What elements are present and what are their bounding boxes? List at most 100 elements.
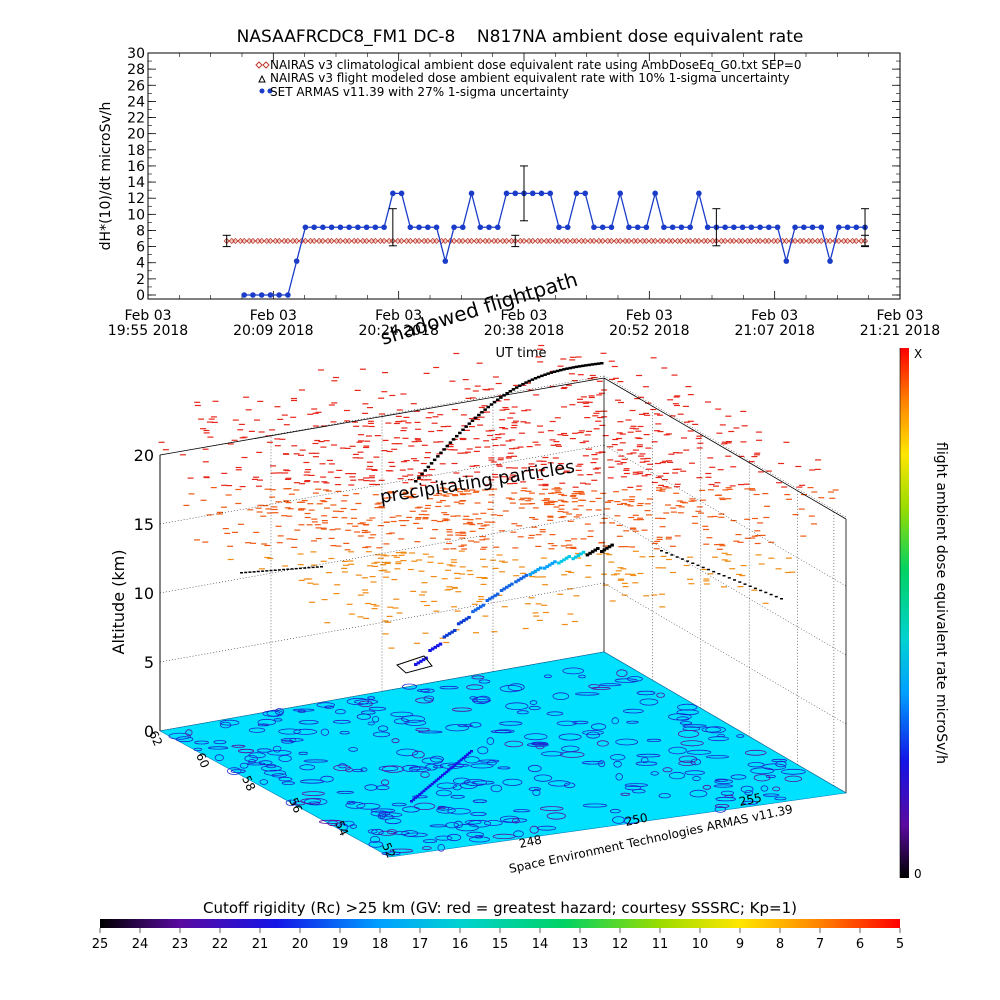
- rigidity-tick-label: 21: [252, 937, 269, 952]
- rigidity-contour: [578, 674, 586, 679]
- legend-entry-nairas-flight: NAIRAS v3 flight modeled dose ambient eq…: [258, 71, 790, 85]
- rigidity-contour: [338, 763, 348, 769]
- flight-track-point: [571, 557, 575, 561]
- flight-track-point: [473, 608, 478, 612]
- nairas-point: [354, 237, 361, 245]
- y-tick-label: 26: [127, 78, 145, 94]
- wall-track-point: [759, 589, 763, 592]
- rigidity-contour: [678, 760, 696, 766]
- armas-point: [398, 190, 405, 197]
- flight-track-point: [510, 582, 514, 586]
- floor-track-point: [461, 756, 465, 760]
- rigidity-contour: [297, 709, 306, 713]
- armas-point: [591, 224, 597, 231]
- rigidity-contour: [299, 764, 316, 771]
- flight-track-point: [476, 606, 480, 610]
- armas-point: [433, 224, 440, 231]
- wall-track-point: [256, 570, 260, 573]
- rigidity-contour: [582, 730, 604, 736]
- armas-point: [337, 224, 344, 231]
- rigidity-contour: [690, 758, 702, 766]
- rigidity-contour: [371, 715, 380, 723]
- rigidity-contour: [705, 726, 726, 734]
- flight-track-point: [574, 555, 578, 559]
- shadow-track-point: [477, 413, 481, 417]
- latitude-tick-label: 62: [146, 729, 165, 749]
- nairas-point: [643, 237, 650, 245]
- nairas-point: [757, 237, 764, 245]
- rigidity-contour: [367, 721, 375, 726]
- floor-track-point: [414, 796, 418, 800]
- shadow-track-point: [527, 379, 531, 383]
- dose-y-label: dH*(10)/dt microSv/h: [98, 102, 114, 251]
- flight-track-point: [421, 658, 426, 662]
- nairas-point: [608, 237, 615, 245]
- rigidity-contour: [596, 740, 609, 747]
- floor-track-point: [432, 781, 436, 784]
- nairas-point: [433, 237, 440, 245]
- rigidity-contour: [623, 708, 644, 714]
- floor-track-point: [412, 798, 416, 801]
- armas-point: [678, 224, 685, 231]
- armas-point: [722, 224, 728, 231]
- shadow-track-point: [455, 434, 459, 438]
- dose-colorbar-label: flight ambient dose equivalent rate micr…: [933, 442, 949, 764]
- flight-track-point: [485, 599, 489, 602]
- rigidity-contour: [435, 835, 453, 841]
- flight-track-point: [481, 603, 486, 607]
- floor-track-point: [410, 800, 413, 803]
- flight-track-point: [447, 632, 452, 636]
- armas-point: [407, 224, 414, 231]
- shadow-track-point: [577, 365, 582, 368]
- shadow-track-point: [518, 384, 522, 387]
- altitude-tick-label: 15: [134, 515, 154, 534]
- wall-track-point: [764, 591, 768, 594]
- nairas-point: [328, 237, 335, 245]
- wall-track-point: [307, 566, 311, 569]
- rigidity-contour: [686, 749, 712, 755]
- rigidity-contour: [470, 763, 494, 769]
- nairas-point: [337, 237, 344, 245]
- flight-track-point: [545, 565, 549, 569]
- flight-track-point: [559, 559, 564, 563]
- armas-point: [241, 292, 247, 298]
- rigidity-contour: [531, 741, 549, 746]
- flight-track-point: [528, 572, 532, 576]
- rigidity-contour: [368, 706, 387, 711]
- legend-triangle-marker: [258, 74, 266, 83]
- wall-track-point: [686, 560, 690, 562]
- flight-track-point: [433, 645, 437, 649]
- rigidity-contour: [257, 718, 276, 726]
- rigidity-contour: [502, 778, 523, 786]
- rigidity-contour: [680, 740, 704, 747]
- legend-entry-nairas-climatological: NAIRAS v3 climatological ambient dose eq…: [255, 58, 802, 72]
- wall-track-point: [753, 587, 757, 590]
- rigidity-contour: [705, 755, 730, 759]
- rigidity-contour: [303, 759, 329, 763]
- x-tick-date-label: Feb 03: [375, 308, 422, 324]
- rigidity-contour: [478, 759, 500, 763]
- rigidity-contour: [193, 747, 203, 752]
- rigidity-contour: [391, 802, 407, 807]
- wall-track-point: [665, 552, 669, 554]
- y-tick-label: 0: [136, 288, 145, 304]
- x-tick-time-label: 20:09 2018: [233, 323, 313, 339]
- armas-point: [293, 258, 300, 264]
- armas-point: [302, 224, 309, 231]
- shadow-track-point: [461, 428, 465, 431]
- nairas-point: [276, 237, 283, 245]
- wall-track-point: [733, 579, 736, 581]
- nairas-point: [599, 237, 606, 245]
- nairas-point: [232, 237, 239, 245]
- rigidity-contour: [532, 788, 541, 797]
- armas-point: [250, 292, 256, 298]
- nairas-point: [529, 237, 536, 245]
- flight-track-point: [479, 605, 483, 609]
- floor-track-point: [443, 772, 447, 775]
- shadow-track-point: [417, 476, 421, 479]
- rigidity-contour: [278, 755, 292, 763]
- flight-track-point: [516, 578, 521, 582]
- rigidity-contour: [339, 731, 350, 735]
- nairas-point: [258, 237, 265, 245]
- y-tick-label: 18: [127, 143, 145, 159]
